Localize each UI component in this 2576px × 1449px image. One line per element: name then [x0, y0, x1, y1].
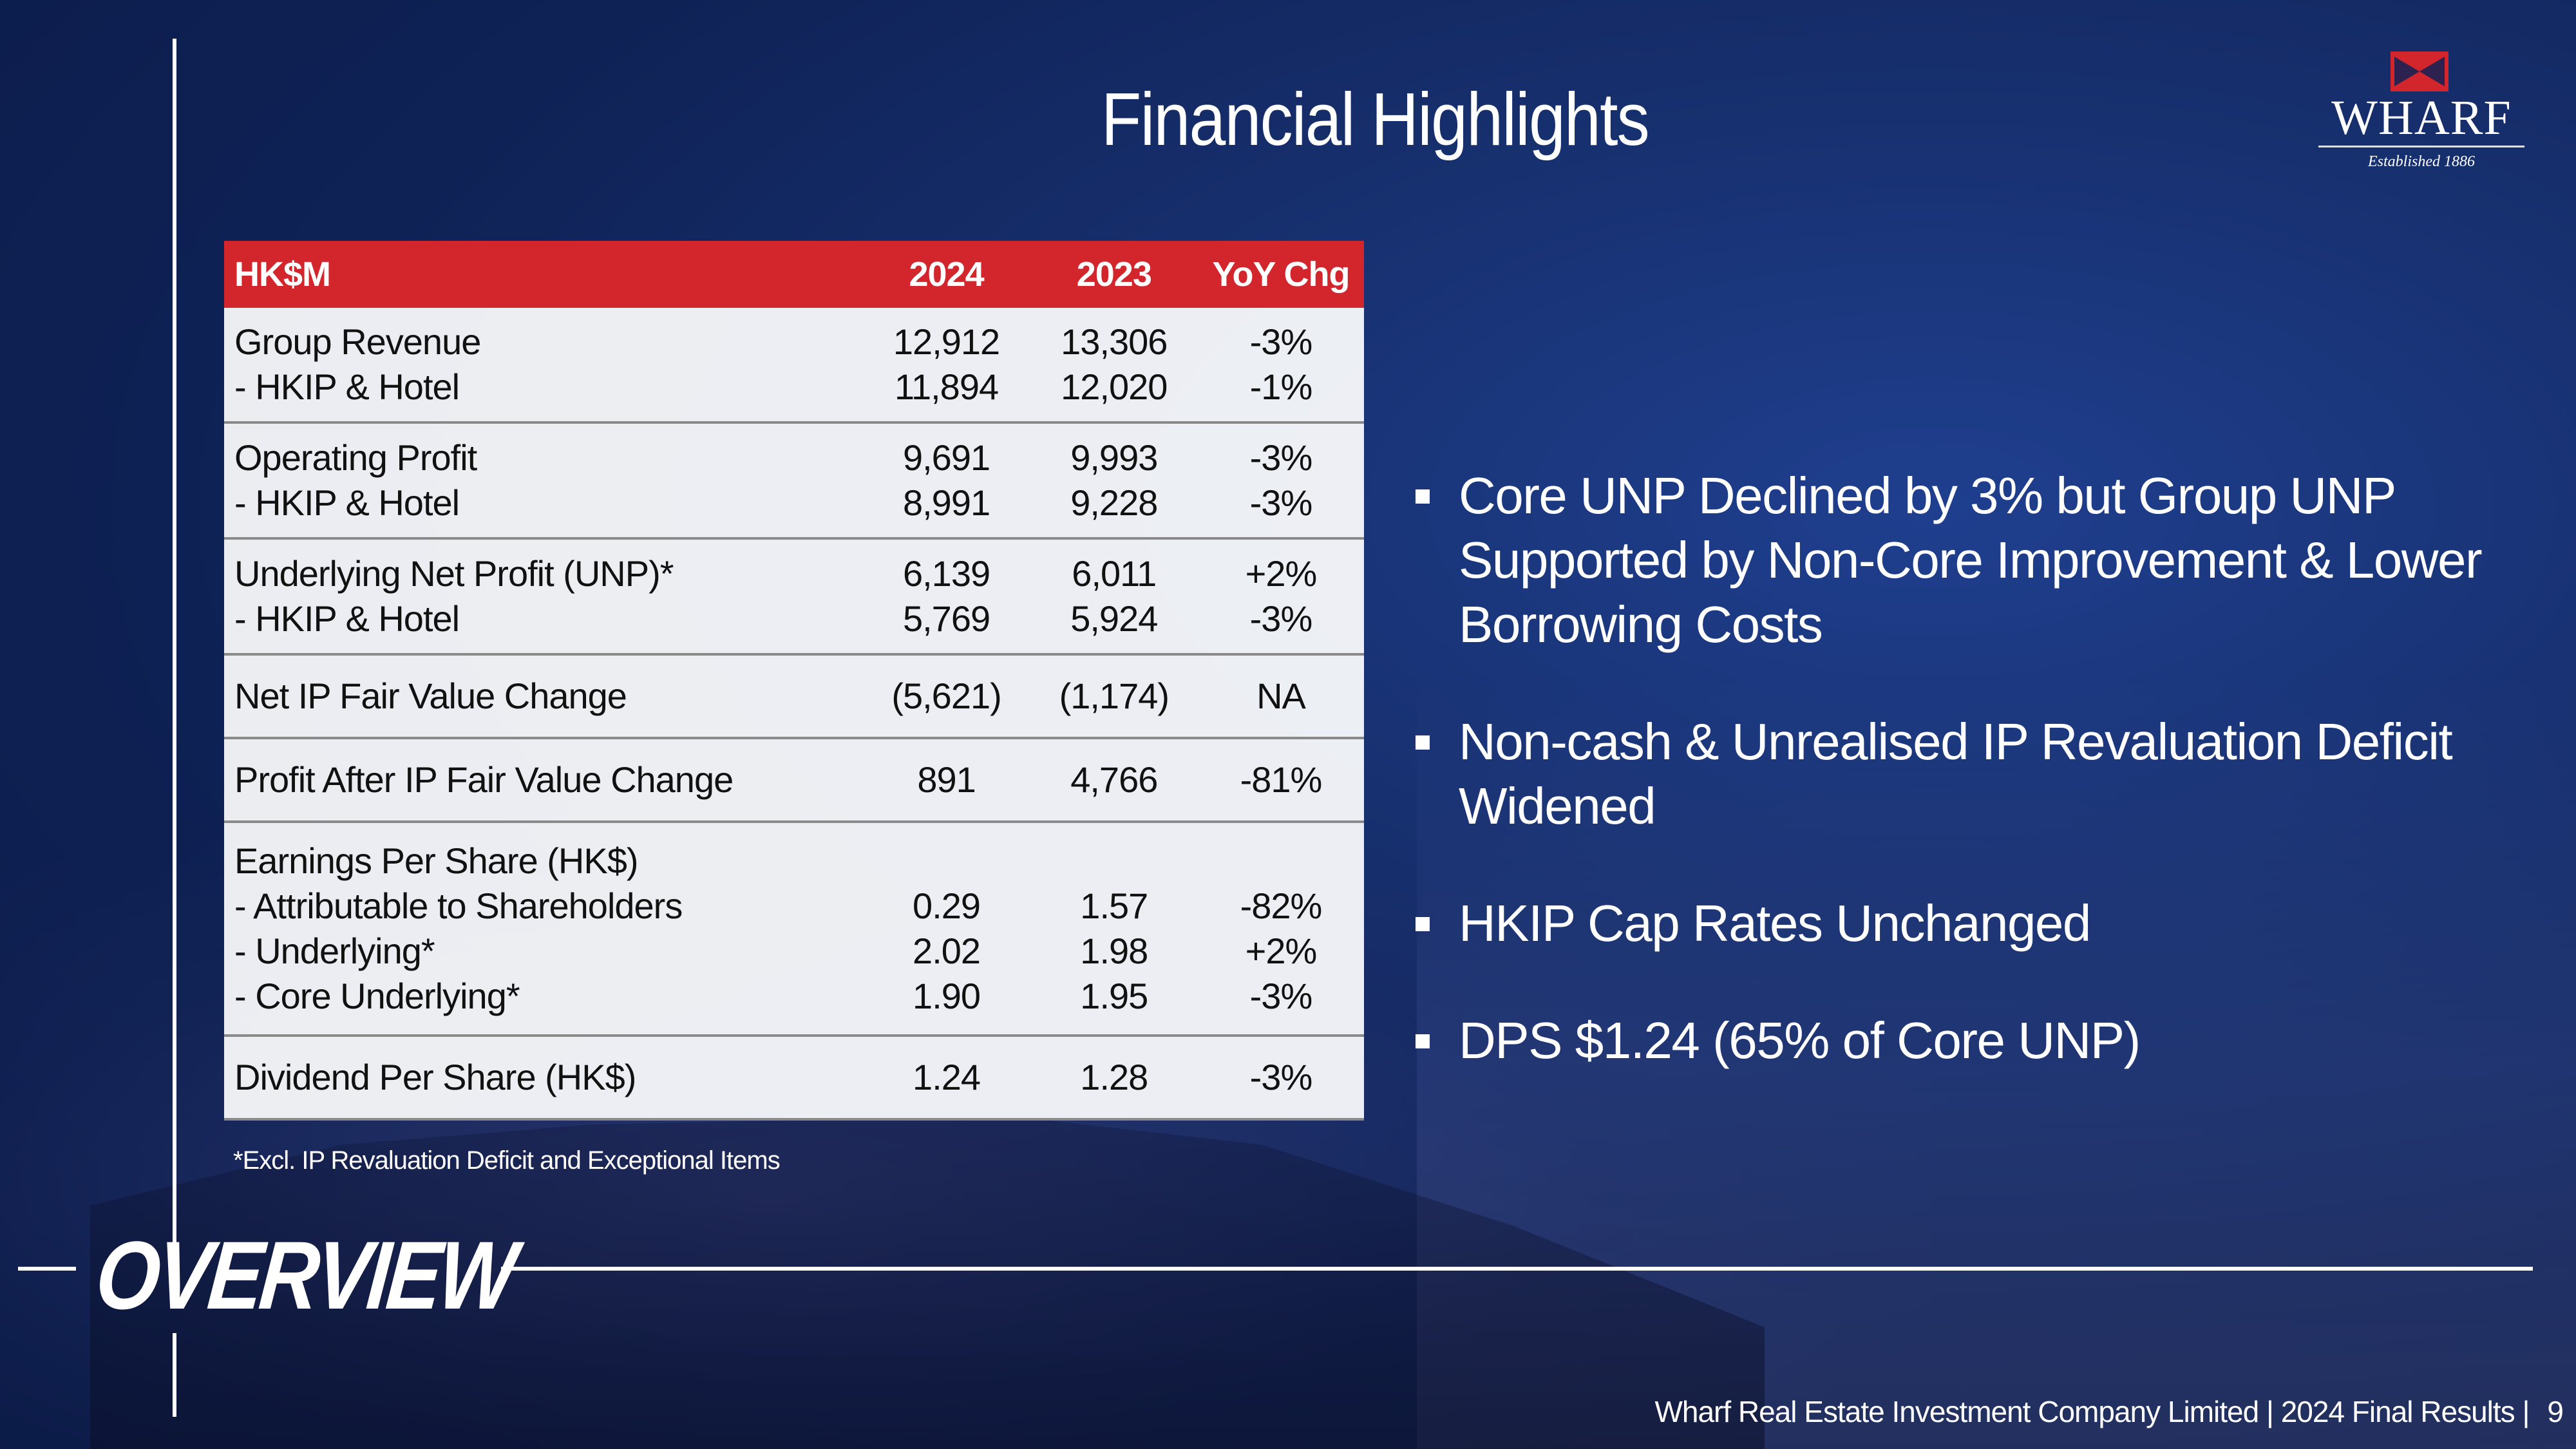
wharf-logo: WHARF Established 1886 — [2318, 52, 2524, 174]
table-row-dps: Dividend Per Share (HK$) 1.24 1.28 -3% — [224, 1036, 1364, 1121]
table-row-eps: Earnings Per Share (HK$) - Attributable … — [224, 822, 1364, 1037]
key-point-text: Core UNP Declined by 3% but Group UNP Su… — [1459, 467, 2483, 653]
section-label: OVERVIEW — [91, 1221, 518, 1329]
bullet-square-icon — [1416, 1034, 1430, 1048]
value-2024 — [862, 838, 1030, 884]
table-row-operating-profit: Operating Profit - HKIP & Hotel 9,691 8,… — [224, 422, 1364, 540]
table-header-row: HK$M 2024 2023 YoY Chg — [224, 241, 1364, 308]
value-2023: 4,766 — [1070, 759, 1158, 800]
value-2023: 5,924 — [1070, 598, 1158, 639]
value-2024: 9,691 — [902, 437, 990, 478]
value-2024: 12,912 — [893, 321, 1000, 362]
key-point-text: Non-cash & Unrealised IP Revaluation Def… — [1459, 713, 2453, 835]
key-point: DPS $1.24 (65% of Core UNP) — [1410, 1009, 2563, 1073]
value-yoy: +2% — [1245, 553, 1318, 594]
value-2023: 13,306 — [1061, 321, 1168, 362]
table-row-profit-after-ip: Profit After IP Fair Value Change 891 4,… — [224, 738, 1364, 823]
left-vertical-rule-bottom — [173, 1333, 176, 1417]
value-2024: 6,139 — [902, 553, 990, 594]
value-yoy: +2% — [1245, 931, 1318, 971]
table-row-unp: Underlying Net Profit (UNP)* - HKIP & Ho… — [224, 538, 1364, 656]
value-yoy: -3% — [1249, 976, 1313, 1016]
bullet-square-icon — [1416, 489, 1430, 504]
row-label: Earnings Per Share (HK$) — [234, 840, 639, 881]
overview-rule-right — [501, 1267, 2533, 1271]
key-point-text: HKIP Cap Rates Unchanged — [1459, 895, 2091, 952]
row-label: Profit After IP Fair Value Change — [234, 759, 734, 800]
page-number: 9 — [2547, 1395, 2564, 1428]
value-yoy: -1% — [1249, 366, 1313, 407]
value-yoy: -3% — [1249, 321, 1313, 362]
row-label: - Attributable to Shareholders — [234, 886, 683, 926]
key-points-list: Core UNP Declined by 3% but Group UNP Su… — [1410, 464, 2563, 1126]
logo-name: WHARF — [2331, 91, 2512, 145]
value-2023: 9,228 — [1070, 482, 1158, 523]
key-point: Core UNP Declined by 3% but Group UNP Su… — [1410, 464, 2563, 657]
logo-divider — [2318, 146, 2524, 147]
value-yoy: -3% — [1249, 482, 1313, 523]
financial-highlights-table: HK$M 2024 2023 YoY Chg Group Revenue - H… — [224, 241, 1364, 1121]
value-yoy: NA — [1256, 676, 1306, 716]
value-2024: 891 — [917, 759, 976, 800]
value-2023: 1.28 — [1080, 1057, 1148, 1097]
value-2023 — [1030, 838, 1198, 884]
value-2023: (1,174) — [1059, 676, 1170, 716]
value-2023: 1.98 — [1080, 931, 1148, 971]
page-title: Financial Highlights — [1101, 77, 1650, 161]
value-2023: 1.95 — [1080, 976, 1148, 1016]
value-2023: 12,020 — [1061, 366, 1168, 407]
value-yoy: -3% — [1249, 1057, 1313, 1097]
table-row-group-revenue: Group Revenue - HKIP & Hotel 12,912 11,8… — [224, 308, 1364, 424]
table-row-net-ip-fair-value: Net IP Fair Value Change (5,621) (1,174)… — [224, 654, 1364, 739]
value-2024: 1.24 — [913, 1057, 981, 1097]
key-point: HKIP Cap Rates Unchanged — [1410, 891, 2563, 956]
key-point: Non-cash & Unrealised IP Revaluation Def… — [1410, 710, 2563, 838]
value-2023: 1.57 — [1080, 886, 1148, 926]
logo-tagline: Established 1886 — [2368, 153, 2475, 170]
row-label: - HKIP & Hotel — [234, 366, 460, 407]
value-2024: 2.02 — [913, 931, 981, 971]
value-yoy — [1198, 838, 1364, 884]
row-label: - HKIP & Hotel — [234, 482, 460, 523]
row-label: - HKIP & Hotel — [234, 598, 460, 639]
left-vertical-rule-top — [173, 39, 176, 1249]
row-label: Operating Profit — [234, 437, 477, 478]
header-hkm: HK$M — [224, 241, 863, 308]
value-yoy: -3% — [1249, 598, 1313, 639]
value-yoy: -3% — [1249, 437, 1313, 478]
header-yoy-chg: YoY Chg — [1197, 241, 1364, 308]
value-2024: 8,991 — [902, 482, 990, 523]
row-label: - Underlying* — [234, 931, 435, 971]
bow-icon — [2391, 52, 2448, 91]
table-footnote: *Excl. IP Revaluation Deficit and Except… — [233, 1146, 781, 1175]
value-2024: (5,621) — [891, 676, 1001, 716]
bullet-square-icon — [1416, 735, 1430, 750]
key-point-text: DPS $1.24 (65% of Core UNP) — [1459, 1012, 2141, 1069]
value-yoy: -81% — [1240, 759, 1323, 800]
bullet-square-icon — [1416, 917, 1430, 931]
value-yoy: -82% — [1240, 886, 1323, 926]
row-label: Net IP Fair Value Change — [234, 676, 627, 716]
header-2023: 2023 — [1030, 241, 1198, 308]
overview-rule-left — [18, 1267, 76, 1271]
value-2024: 11,894 — [894, 366, 999, 407]
page-footer: Wharf Real Estate Investment Company Lim… — [1636, 1394, 2564, 1429]
value-2024: 0.29 — [913, 886, 981, 926]
header-2024: 2024 — [862, 241, 1030, 308]
value-2023: 9,993 — [1070, 437, 1158, 478]
footer-text: Wharf Real Estate Investment Company Lim… — [1654, 1395, 2530, 1428]
value-2024: 5,769 — [902, 598, 990, 639]
row-label: Underlying Net Profit (UNP)* — [234, 553, 674, 594]
value-2023: 6,011 — [1072, 553, 1157, 594]
row-label: Group Revenue — [234, 321, 481, 362]
row-label: - Core Underlying* — [234, 976, 520, 1016]
row-label: Dividend Per Share (HK$) — [234, 1057, 636, 1097]
value-2024: 1.90 — [913, 976, 981, 1016]
